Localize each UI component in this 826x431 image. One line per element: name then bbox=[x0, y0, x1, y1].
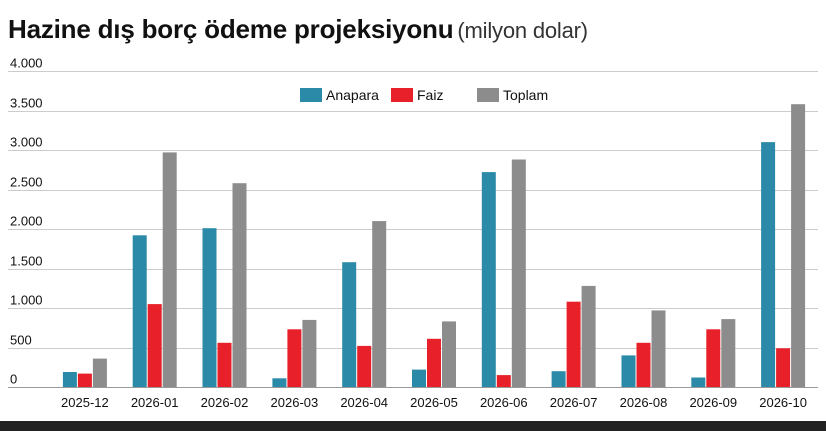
bar-anapara bbox=[621, 355, 636, 387]
x-tick-label: 2026-09 bbox=[689, 395, 737, 410]
x-axis-ticks: 2025-12 2026-01 2026-02 2026-03 2026-04 2026-… bbox=[61, 395, 807, 410]
x-tick-label: 2025-12 bbox=[61, 395, 109, 410]
x-tick-label: 2026-08 bbox=[620, 395, 668, 410]
bar-anapara bbox=[691, 377, 706, 387]
y-tick-label: 4.000 bbox=[10, 56, 43, 71]
bar-faiz bbox=[496, 375, 511, 387]
bar-faiz bbox=[357, 345, 372, 387]
legend-label-faiz: Faiz bbox=[417, 87, 443, 103]
legend-swatch-anapara bbox=[300, 88, 322, 102]
y-tick-label: 2.000 bbox=[10, 214, 43, 229]
bar-anapara bbox=[342, 262, 357, 387]
bar-toplam bbox=[162, 152, 177, 387]
x-tick-label: 2026-07 bbox=[550, 395, 598, 410]
chart-subtitle: (milyon dolar) bbox=[457, 18, 588, 43]
bar-anapara bbox=[62, 372, 77, 387]
y-tick-label: 1.500 bbox=[10, 254, 43, 269]
bar-toplam bbox=[721, 319, 736, 387]
x-tick-label: 2026-10 bbox=[759, 395, 807, 410]
bar-faiz bbox=[287, 329, 302, 387]
chart-title-text: Hazine dış borç ödeme projeksiyonu bbox=[8, 14, 454, 44]
bar-faiz bbox=[147, 304, 162, 387]
x-tick-label: 2026-05 bbox=[410, 395, 458, 410]
bar-toplam bbox=[372, 221, 387, 387]
y-tick-label: 3.500 bbox=[10, 96, 43, 111]
grid-lines bbox=[8, 71, 818, 349]
bar-toplam bbox=[232, 183, 247, 387]
chart: 05001.0001.5002.0002.5003.0003.5004.000 … bbox=[8, 56, 818, 410]
bar-toplam bbox=[651, 310, 666, 387]
bar-toplam bbox=[442, 321, 456, 387]
y-tick-label: 0 bbox=[10, 372, 17, 387]
y-axis-ticks: 0 500 1.000 1.500 2.000 2.500 3.000 3.500 4.000 bbox=[10, 56, 43, 387]
legend: Anapara Faiz Toplam bbox=[300, 87, 548, 103]
bar-faiz bbox=[636, 342, 651, 387]
x-tick-label: 2026-06 bbox=[480, 395, 528, 410]
bar-anapara bbox=[202, 228, 217, 387]
bar-anapara bbox=[481, 172, 496, 387]
x-tick-label: 2026-04 bbox=[340, 395, 388, 410]
y-tick-label: 500 bbox=[10, 333, 32, 348]
bar-anapara bbox=[761, 142, 776, 387]
bar-faiz bbox=[776, 348, 791, 387]
chart-title: Hazine dış borç ödeme projeksiyonu (milyo… bbox=[8, 14, 588, 45]
bar-anapara bbox=[412, 369, 426, 387]
bar-toplam bbox=[511, 159, 526, 387]
y-tick-label: 2.500 bbox=[10, 175, 43, 190]
legend-swatch-faiz bbox=[391, 88, 413, 102]
bar-toplam bbox=[581, 285, 596, 387]
bottom-bar bbox=[0, 421, 826, 431]
x-tick-label: 2026-01 bbox=[131, 395, 179, 410]
bar-toplam bbox=[791, 104, 806, 387]
bar-toplam bbox=[92, 358, 107, 387]
bar-faiz bbox=[427, 338, 441, 387]
legend-swatch-toplam bbox=[477, 88, 499, 102]
bar-faiz bbox=[77, 373, 92, 387]
bar-anapara bbox=[272, 378, 287, 387]
y-tick-label: 3.000 bbox=[10, 135, 43, 150]
bar-anapara bbox=[551, 371, 566, 387]
legend-label-toplam: Toplam bbox=[503, 87, 548, 103]
y-tick-label: 1.000 bbox=[10, 293, 43, 308]
x-tick-label: 2026-02 bbox=[201, 395, 249, 410]
bar-faiz bbox=[217, 342, 232, 387]
x-tick-label: 2026-03 bbox=[271, 395, 319, 410]
legend-label-anapara: Anapara bbox=[326, 87, 379, 103]
bar-faiz bbox=[566, 301, 581, 387]
bar-toplam bbox=[302, 319, 317, 387]
bars bbox=[62, 104, 806, 387]
bar-faiz bbox=[706, 329, 721, 387]
bar-anapara bbox=[132, 235, 147, 387]
